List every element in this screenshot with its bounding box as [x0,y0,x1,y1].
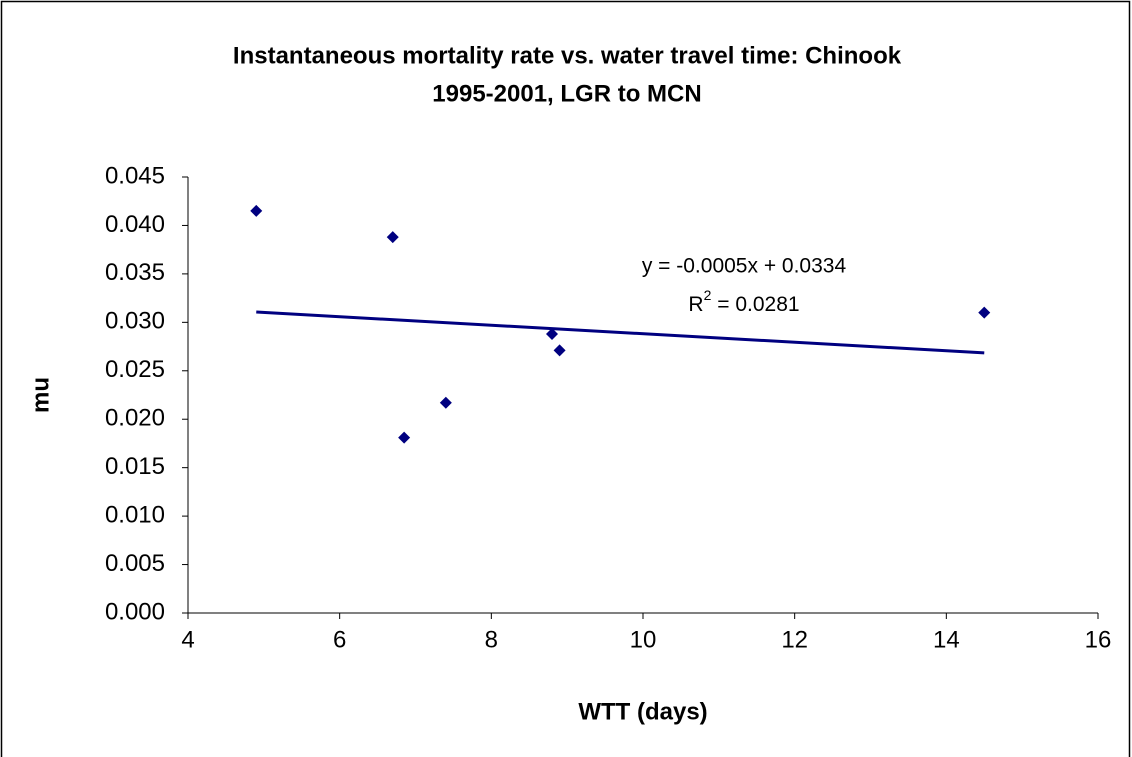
data-point [546,327,558,340]
y-tick-label: 0.010 [105,501,165,528]
chart-title: Instantaneous mortality rate vs. water t… [233,42,902,69]
r-squared-exponent: 2 [704,287,712,303]
r-squared: R2 = 0.0281 [688,287,799,316]
x-tick-label: 10 [630,626,657,653]
data-point [439,396,452,409]
x-axis-label: WTT (days) [578,698,707,725]
r-squared-value: = 0.0281 [711,293,799,316]
x-tick-label: 4 [181,626,194,653]
y-tick-label: 0.020 [105,405,165,432]
trendline-equation: y = -0.0005x + 0.0334 [642,255,847,278]
y-tick-label: 0.030 [105,308,165,335]
x-tick-label: 12 [781,626,808,653]
trendline [256,310,985,355]
y-tick-label: 0.040 [105,211,165,238]
y-tick-label: 0.015 [105,453,165,480]
x-tick-label: 16 [1085,626,1112,653]
y-tick-label: 0.025 [105,356,165,383]
data-point [386,231,399,244]
x-tick-label: 14 [933,626,960,653]
data-point [398,431,411,444]
data-point [978,306,991,319]
y-tick-label: 0.045 [105,162,165,189]
y-tick-label: 0.035 [105,259,165,286]
y-axis-label: mu [27,377,54,413]
x-tick-label: 8 [485,626,498,653]
data-point [553,344,566,357]
y-tick-label: 0.005 [105,550,165,577]
data-point [250,204,263,217]
y-tick-label: 0.000 [105,598,165,625]
x-tick-label: 6 [333,626,346,653]
r-squared-symbol: R [688,293,703,316]
chart-subtitle: 1995-2001, LGR to MCN [432,80,701,107]
